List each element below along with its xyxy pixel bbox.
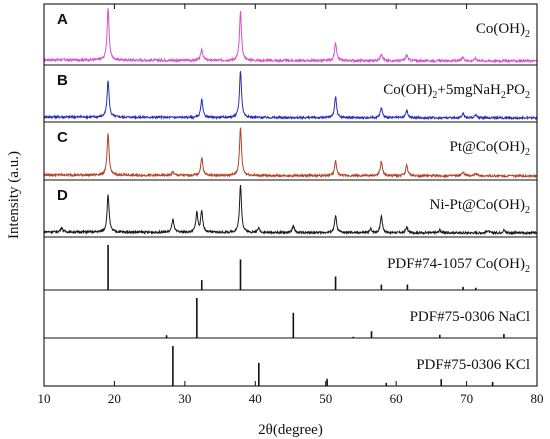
x-tick-label-3: 30 [178,391,191,406]
panel-6: PDF#75-0306 NaCl [165,298,530,338]
y-axis-title: Intensity (a.u.) [6,151,22,239]
series-label-5: PDF#74-1057 Co(OH)2​ [387,256,530,275]
plot-frame [43,3,538,387]
axes-layer: 10 20 30 40 50 60 70 80 [38,3,544,406]
panel-2: B Co(OH)2​+5mgNaH2​PO2​ [43,71,538,121]
panels-layer: A Co(OH)2​ B Co(OH)2​+5mgNaH2​PO2​ C Pt@Co(OH… [43,8,538,386]
series-label-4: Ni-Pt@Co(OH)2​ [430,197,530,216]
panel-letter-4: D [57,187,68,204]
x-tick-label-8: 80 [531,391,544,406]
x-tick-label-6: 60 [390,391,403,406]
panel-letter-2: B [57,72,68,89]
x-tick-label-5: 50 [319,391,332,406]
panel-7: PDF#75-0306 KCl [172,346,530,386]
panel-3: C Pt@Co(OH)2​ [43,127,538,179]
x-tick-label-4: 40 [249,391,262,406]
panel-letter-3: C [57,129,68,146]
x-axis-title: 2θ(degree) [258,422,323,438]
panel-1: A Co(OH)2​ [43,8,538,64]
x-tick-label-2: 20 [108,391,121,406]
series-label-2: Co(OH)2​+5mgNaH2​PO2​ [383,82,530,101]
series-label-1: Co(OH)2​ [476,21,530,40]
panel-letter-1: A [57,11,68,28]
series-label-7: PDF#75-0306 KCl [416,357,530,373]
x-tick-label-1: 10 [38,391,51,406]
panel-4: D Ni-Pt@Co(OH)2​ [43,184,538,236]
series-label-6: PDF#75-0306 NaCl [410,309,530,325]
x-tick-label-7: 70 [460,391,473,406]
series-line-1 [43,8,538,64]
series-line-3 [43,127,538,179]
panel-5: PDF#74-1057 Co(OH)2​ [107,245,530,290]
series-label-3: Pt@Co(OH)2​ [450,139,530,158]
series-line-4 [43,184,538,236]
series-line-2 [43,71,538,121]
